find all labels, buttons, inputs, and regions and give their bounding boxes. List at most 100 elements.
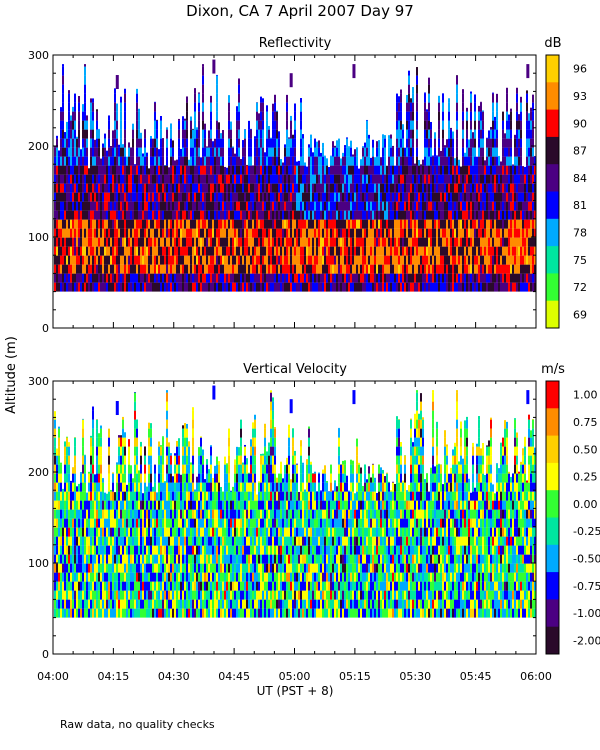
heatmap-cell bbox=[228, 228, 230, 238]
heatmap-cell bbox=[66, 282, 68, 292]
heatmap-cell bbox=[92, 464, 94, 474]
heatmap-cell bbox=[366, 201, 368, 211]
heatmap-cell bbox=[80, 273, 82, 283]
heatmap-cell bbox=[508, 114, 510, 121]
heatmap-cell bbox=[524, 183, 526, 193]
heatmap-cell bbox=[136, 246, 138, 256]
heatmap-cell bbox=[180, 246, 182, 256]
heatmap-cell bbox=[92, 437, 94, 447]
heatmap-cell bbox=[56, 174, 58, 184]
heatmap-cell bbox=[376, 282, 378, 292]
heatmap-cell bbox=[532, 219, 534, 229]
heatmap-cell bbox=[476, 219, 478, 229]
heatmap-cell bbox=[120, 246, 122, 256]
heatmap-cell bbox=[244, 237, 246, 247]
heatmap-cell bbox=[286, 255, 288, 265]
heatmap-cell bbox=[216, 165, 218, 175]
heatmap-cell bbox=[226, 219, 228, 229]
heatmap-cell bbox=[354, 174, 356, 184]
heatmap-cell bbox=[58, 255, 60, 265]
heatmap-cell bbox=[396, 120, 398, 130]
heatmap-cell bbox=[268, 138, 270, 148]
heatmap-cell bbox=[424, 219, 426, 229]
heatmap-cell bbox=[436, 246, 438, 256]
heatmap-cell bbox=[312, 192, 314, 202]
heatmap-cell bbox=[88, 246, 90, 256]
heatmap-cell bbox=[506, 156, 508, 166]
heatmap-cell bbox=[462, 210, 464, 220]
heatmap-cell bbox=[132, 255, 134, 265]
heatmap-cell bbox=[368, 201, 370, 211]
heatmap-cell bbox=[72, 500, 74, 510]
heatmap-cell bbox=[90, 455, 92, 465]
heatmap-cell bbox=[440, 183, 442, 193]
heatmap-cell bbox=[398, 192, 400, 202]
heatmap-cell bbox=[60, 554, 62, 564]
heatmap-cell bbox=[138, 246, 140, 256]
heatmap-cell bbox=[396, 264, 398, 274]
heatmap-cell bbox=[334, 219, 336, 229]
heatmap-cell bbox=[520, 201, 522, 211]
heatmap-cell bbox=[286, 120, 288, 130]
heatmap-cell bbox=[64, 237, 66, 247]
heatmap-cell bbox=[118, 201, 120, 211]
heatmap-cell bbox=[412, 120, 414, 130]
heatmap-cell bbox=[68, 282, 70, 292]
heatmap-cell bbox=[498, 155, 500, 157]
heatmap-cell bbox=[360, 174, 362, 184]
heatmap-cell bbox=[100, 192, 102, 202]
heatmap-cell bbox=[436, 237, 438, 247]
heatmap-cell bbox=[110, 201, 112, 211]
heatmap-cell bbox=[304, 273, 306, 283]
heatmap-cell bbox=[452, 255, 454, 265]
heatmap-cell bbox=[472, 264, 474, 274]
heatmap-cell bbox=[408, 156, 410, 166]
heatmap-cell bbox=[474, 255, 476, 265]
heatmap-cell bbox=[160, 237, 162, 247]
heatmap-cell bbox=[396, 246, 398, 256]
heatmap-cell bbox=[424, 138, 426, 148]
heatmap-cell bbox=[526, 111, 528, 121]
heatmap-cell bbox=[426, 255, 428, 265]
heatmap-cell bbox=[118, 192, 120, 202]
heatmap-cell bbox=[164, 210, 166, 220]
heatmap-cell bbox=[340, 165, 342, 175]
heatmap-cell bbox=[92, 563, 94, 573]
heatmap-cell bbox=[162, 138, 164, 148]
heatmap-cell bbox=[118, 165, 120, 175]
heatmap-cell bbox=[62, 75, 64, 85]
heatmap-cell bbox=[94, 246, 96, 256]
heatmap-cell bbox=[508, 219, 510, 229]
heatmap-cell bbox=[280, 210, 282, 220]
heatmap-cell bbox=[396, 138, 398, 148]
heatmap-cell bbox=[402, 228, 404, 238]
heatmap-cell bbox=[474, 282, 476, 292]
heatmap-cell bbox=[74, 527, 76, 537]
heatmap-cell bbox=[136, 165, 138, 175]
heatmap-cell bbox=[184, 138, 186, 148]
heatmap-cell bbox=[96, 282, 98, 292]
heatmap-cell bbox=[282, 237, 284, 247]
heatmap-cell bbox=[276, 210, 278, 220]
heatmap-cell bbox=[386, 282, 388, 292]
heatmap-cell bbox=[130, 237, 132, 247]
heatmap-cell bbox=[340, 158, 342, 166]
heatmap-cell bbox=[390, 228, 392, 238]
heatmap-cell bbox=[284, 255, 286, 265]
heatmap-cell bbox=[526, 201, 528, 211]
heatmap-cell bbox=[266, 282, 268, 292]
heatmap-cell bbox=[220, 133, 222, 139]
heatmap-cell bbox=[286, 192, 288, 202]
heatmap-cell bbox=[98, 237, 100, 247]
heatmap-cell bbox=[330, 255, 332, 265]
heatmap-cell bbox=[488, 130, 490, 139]
heatmap-cell bbox=[240, 174, 242, 184]
heatmap-cell bbox=[310, 246, 312, 256]
y-tick-label: 200 bbox=[28, 140, 49, 153]
heatmap-cell bbox=[72, 518, 74, 528]
heatmap-cell bbox=[338, 174, 340, 184]
heatmap-cell bbox=[366, 120, 368, 130]
heatmap-cell bbox=[94, 139, 96, 148]
heatmap-cell bbox=[510, 264, 512, 274]
heatmap-cell bbox=[260, 102, 262, 112]
